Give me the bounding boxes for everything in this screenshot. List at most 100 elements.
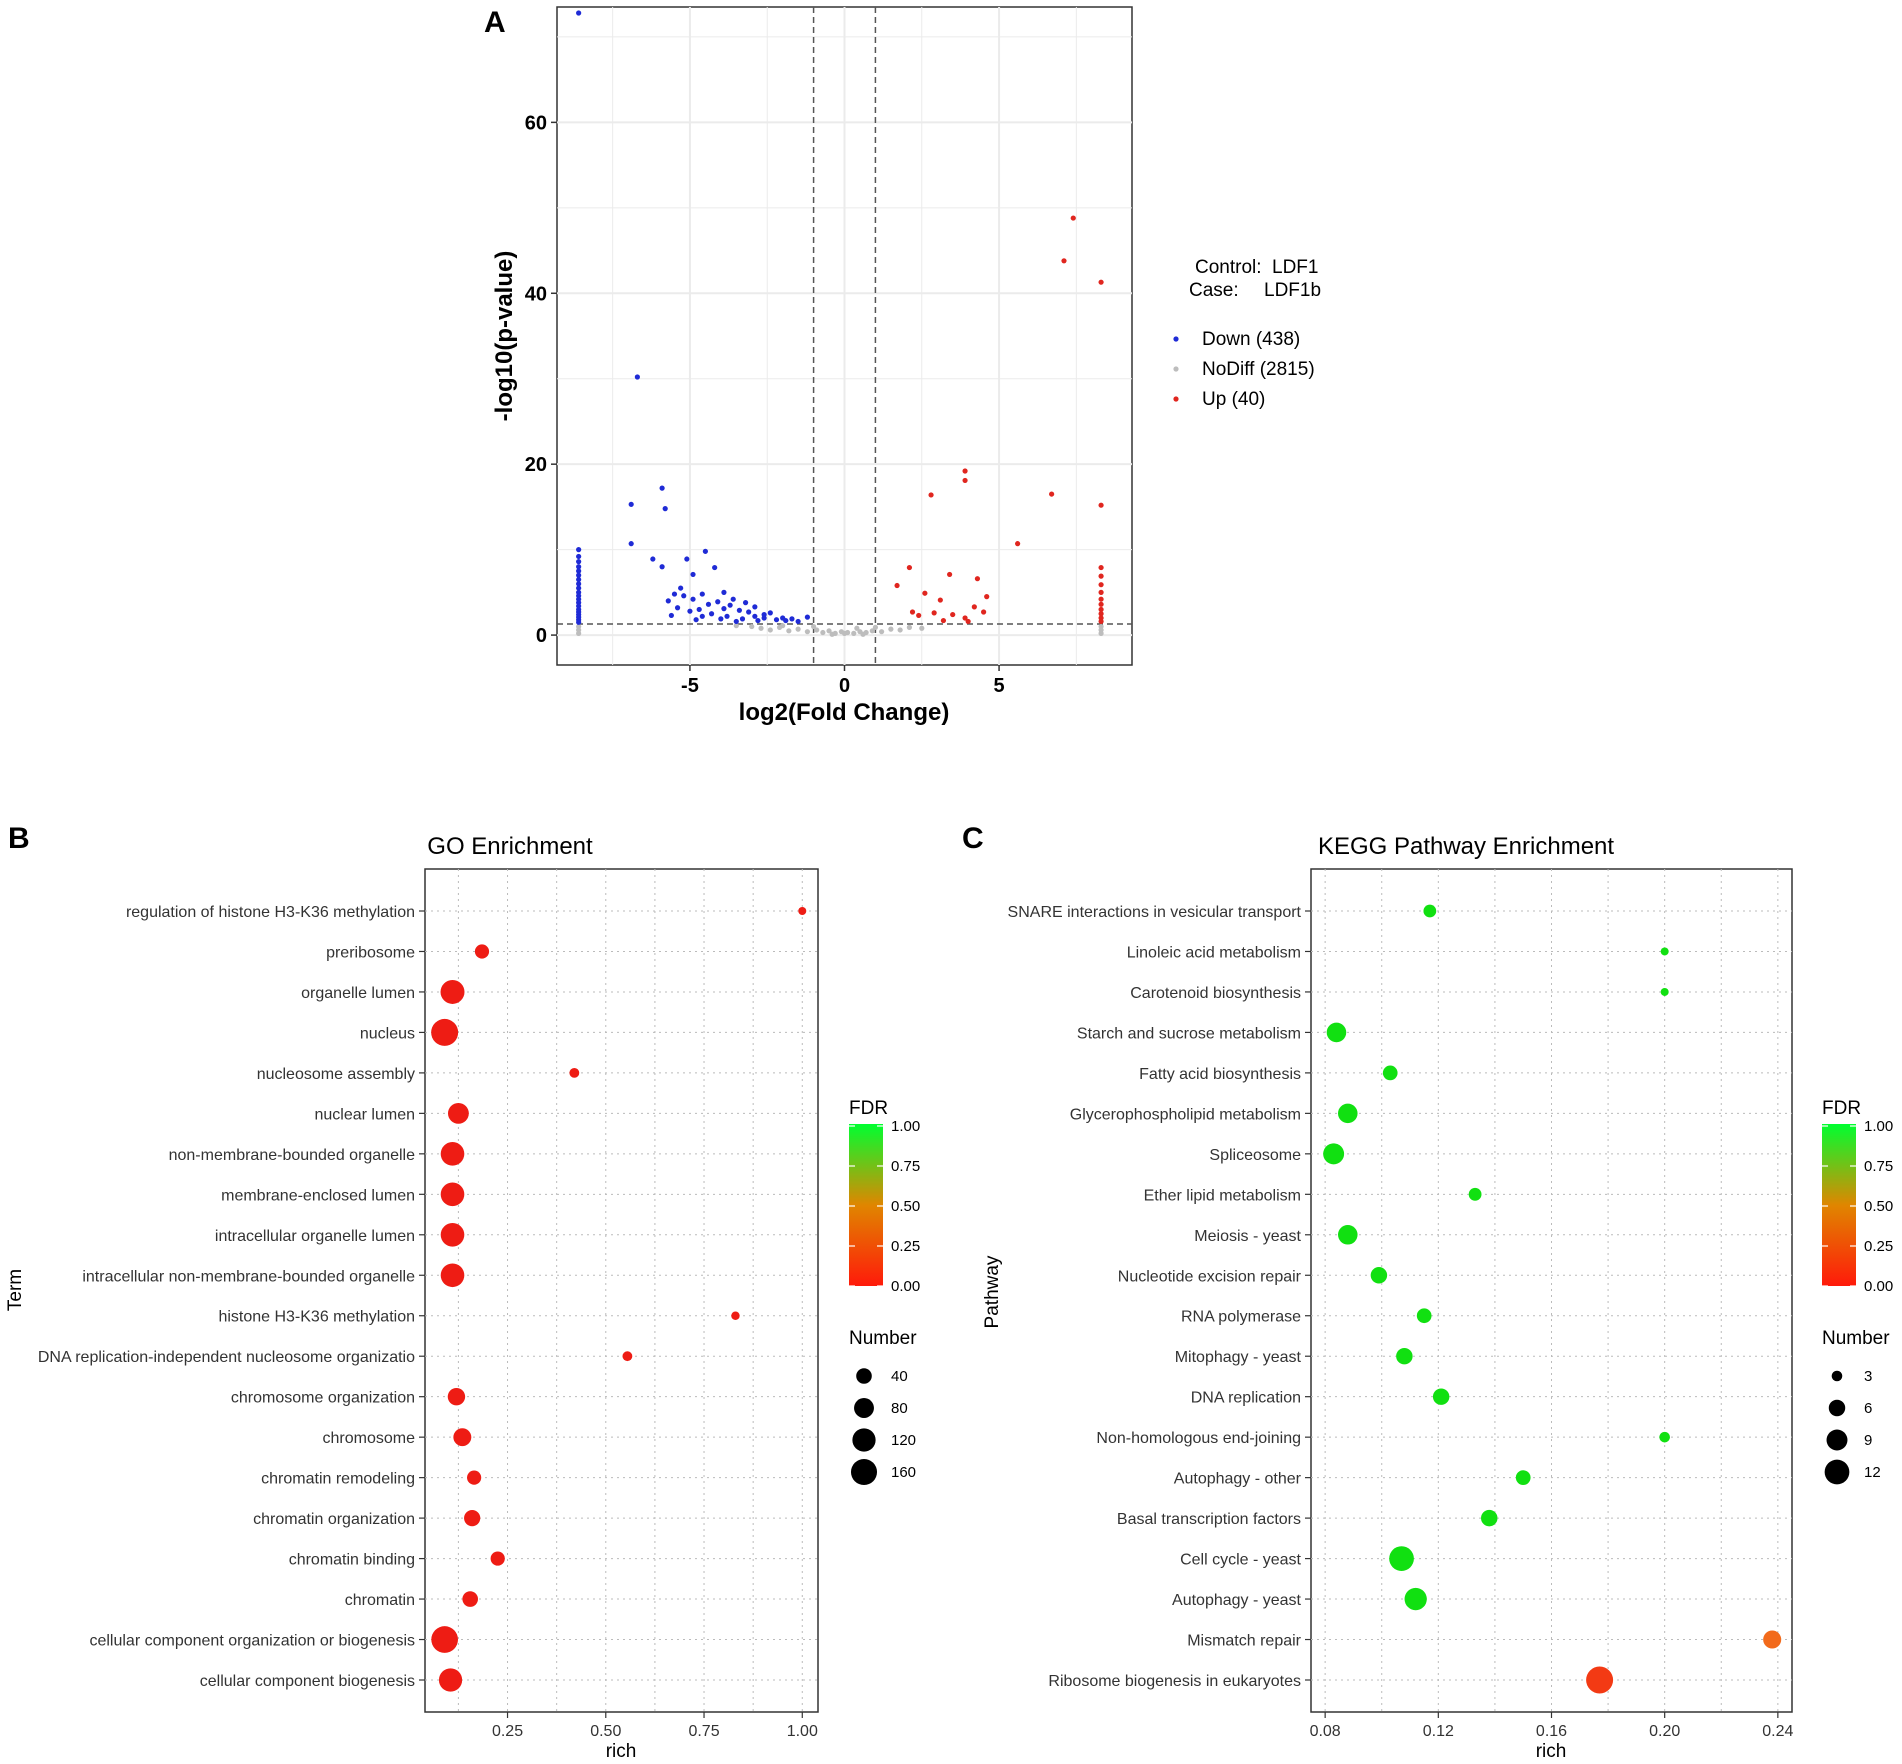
enrichment-point [731,1311,740,1320]
volcano-point-nodiff [878,629,885,635]
enrichment-point [440,1263,465,1288]
y-tick-label: Cell cycle - yeast [1180,1552,1301,1569]
fdr-color-bar [1822,1124,1856,1286]
legend-label-nodiff: NoDiff (2815) [1202,359,1315,380]
volcano-point-down [576,568,582,574]
volcano-point-down [634,374,640,380]
x-tick-label: 1.00 [787,1723,818,1740]
volcano-point-nodiff [576,623,582,630]
x-tick-label: 5 [994,675,1005,697]
volcano-point-nodiff [1098,623,1104,630]
volcano-grid [557,7,1132,665]
volcano-point-down [678,585,684,591]
volcano-point-down [789,616,795,622]
legend-control-label: Control: [1195,257,1262,278]
kegg-title: KEGG Pathway Enrichment [1318,833,1614,860]
volcano-point-up [940,617,947,624]
legend-dot-down [1173,336,1179,342]
go-x-label: rich [606,1741,637,1762]
volcano-point-down [702,548,708,554]
legend-label-down: Down (438) [1202,329,1300,350]
y-tick-label: 40 [525,283,547,305]
volcano-point-down [662,506,668,512]
volcano-point-down [755,617,761,624]
volcano-point-up [962,615,968,621]
enrichment-point [1481,1509,1498,1527]
enrichment-point [453,1428,472,1447]
volcano-point-down [736,607,742,613]
volcano-point-nodiff [888,626,894,632]
y-tick-label: Fatty acid biosynthesis [1139,1066,1301,1083]
x-tick-label: 0.08 [1310,1723,1341,1740]
size-legend-label: 12 [1864,1464,1881,1481]
fdr-legend-title: FDR [849,1098,888,1119]
volcano-point-up [1070,215,1076,221]
volcano-point-down [742,600,749,606]
volcano-point-down [576,585,582,591]
enrichment-point [1432,1388,1450,1405]
size-legend-dot [856,1368,872,1384]
volcano-point-up [1015,541,1021,547]
y-tick-label: Ribosome biogenesis in eukaryotes [1048,1673,1301,1690]
volcano-point-down [715,599,721,605]
size-legend-title: Number [849,1328,917,1349]
panel-label-c: C [962,822,984,855]
enrichment-point [464,1509,481,1527]
volcano-point-down [721,589,727,595]
y-tick-label: Ether lipid metabolism [1144,1187,1301,1204]
volcano-point-up [1098,573,1104,579]
volcano-point-nodiff [786,628,792,634]
volcano-point-down [628,501,634,507]
volcano-point-down [671,591,678,597]
volcano-point-up [894,582,900,589]
kegg-panel: C KEGG Pathway Enrichment 0.08 0.12 0.16 0.… [962,822,1893,1762]
panel-label-a: A [484,6,506,39]
y-tick-label: cellular component organization or bioge… [89,1633,415,1650]
volcano-point-nodiff [795,626,801,632]
volcano-point-down [659,564,665,570]
enrichment-point [1586,1666,1614,1694]
volcano-point-down [576,576,582,583]
volcano-panel: A -5 0 5 0 20 40 60 log2(Fold Change) -log10(p… [484,6,1321,726]
size-legend-dot [850,1458,878,1486]
enrichment-point [622,1351,633,1362]
panel-label-b: B [8,822,30,855]
enrichment-point [462,1591,478,1607]
y-tick-label: DNA replication-independent nucleosome o… [38,1349,415,1366]
y-tick-label: preribosome [326,944,415,961]
enrichment-point [1389,1546,1414,1571]
enrichment-point [447,1102,469,1124]
y-tick-label: chromatin binding [289,1552,415,1569]
volcano-point-up [909,609,916,615]
x-tick-label: 0 [839,675,850,697]
volcano-point-up [950,611,956,618]
go-y-label: Term [5,1269,26,1311]
enrichment-point [490,1551,505,1566]
y-tick-label: Autophagy - other [1174,1471,1302,1488]
y-tick-label: intracellular non-membrane-bounded organ… [82,1268,415,1285]
y-tick-label: Spliceosome [1209,1147,1301,1164]
volcano-point-nodiff [854,625,860,631]
y-tick-label: SNARE interactions in vesicular transpor… [1008,904,1302,921]
y-tick-label: Non-homologous end-joining [1096,1430,1301,1447]
volcano-point-nodiff [897,627,903,633]
volcano-point-nodiff [851,630,857,636]
volcano-point-down [746,609,752,615]
x-tick-label: 0.20 [1649,1723,1680,1740]
volcano-point-up [906,564,913,571]
volcano-y-label: -log10(p-value) [491,251,518,422]
volcano-point-down [684,556,690,562]
volcano-point-up [931,610,937,616]
volcano-point-down [730,596,736,602]
x-tick-label: 0.25 [492,1723,523,1740]
enrichment-point [1659,1431,1670,1443]
volcano-point-nodiff [767,627,773,633]
enrichment-point [1416,1308,1432,1324]
volcano-point-down [752,604,758,610]
volcano-point-up [1098,582,1104,588]
y-tick-label: RNA polymerase [1181,1309,1301,1326]
y-tick-label: 0 [536,625,547,647]
volcano-x-label: log2(Fold Change) [739,699,950,726]
series-nodiff [576,623,1104,637]
